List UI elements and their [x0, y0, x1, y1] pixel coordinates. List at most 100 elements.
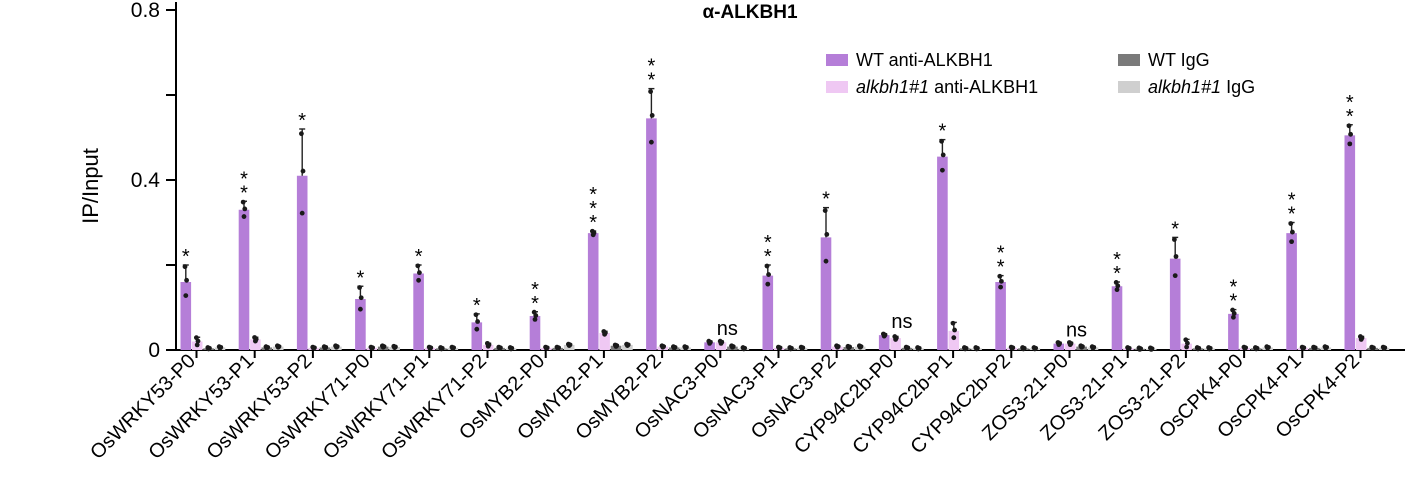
data-point: [253, 336, 259, 342]
bar: [762, 275, 774, 350]
x-tick-label: OsWRKY71-P2: [377, 350, 491, 464]
significance-label: *: [1346, 106, 1354, 128]
data-point: [486, 342, 492, 348]
data-point: [940, 152, 946, 158]
significance-label: *: [997, 257, 1005, 279]
significance-label: *: [182, 246, 190, 268]
significance-label: *: [240, 182, 248, 204]
data-point: [194, 342, 200, 348]
bar: [890, 338, 901, 350]
significance-label: *: [1113, 263, 1121, 285]
data-point: [323, 344, 329, 350]
data-point: [1057, 341, 1062, 346]
data-point: [265, 344, 270, 350]
data-point: [1196, 345, 1202, 351]
data-point: [719, 339, 725, 345]
bar: [1344, 135, 1356, 350]
data-point: [997, 273, 1003, 279]
data-point: [1312, 345, 1318, 351]
legend-swatch: [1118, 81, 1140, 93]
x-tick-label: OsWRKY53-P0: [86, 350, 200, 464]
data-point: [451, 345, 456, 351]
data-point: [312, 345, 317, 351]
data-point: [1091, 344, 1097, 350]
data-point: [1290, 229, 1295, 235]
data-point: [1382, 345, 1388, 351]
data-point: [1184, 344, 1189, 350]
data-point: [474, 326, 480, 332]
data-point: [940, 167, 945, 173]
data-point: [242, 206, 248, 212]
data-point: [1288, 221, 1294, 226]
bar: [413, 273, 424, 350]
data-point: [567, 342, 573, 348]
data-point: [1149, 346, 1155, 352]
data-point: [765, 281, 771, 287]
data-point: [509, 345, 515, 351]
chart-title: α-ALKBH1: [702, 2, 797, 23]
bar: [296, 175, 308, 350]
significance-label: *: [1288, 204, 1296, 226]
y-tick-label: 0.8: [131, 0, 160, 22]
bar: [937, 156, 948, 350]
data-point: [241, 214, 247, 219]
data-point: [439, 345, 445, 351]
data-point: [1068, 341, 1074, 346]
significance-label: *: [1346, 92, 1354, 114]
bar: [1355, 338, 1367, 350]
data-point: [1172, 237, 1177, 242]
data-point: [1021, 345, 1027, 351]
data-point: [684, 344, 689, 350]
significance-label: *: [240, 168, 248, 190]
significance-label: *: [764, 232, 772, 254]
data-point: [556, 345, 561, 351]
data-point: [473, 312, 479, 318]
data-point: [951, 335, 957, 341]
legend-label: alkbh1#1 IgG: [1148, 77, 1255, 97]
significance-label: *: [589, 212, 597, 234]
legend-label: WT anti-ALKBH1: [856, 50, 993, 70]
data-point: [764, 263, 770, 269]
data-point: [1324, 344, 1329, 350]
data-point: [625, 342, 631, 348]
bar: [1111, 286, 1123, 350]
data-point: [1172, 273, 1178, 279]
data-point: [823, 258, 829, 264]
significance-label: *: [1171, 218, 1179, 240]
y-tick-label: 0.4: [131, 169, 161, 192]
bar: [1286, 233, 1297, 350]
significance-label: *: [357, 267, 365, 289]
bar: [715, 342, 727, 350]
data-point: [183, 293, 189, 298]
significance-label: *: [1288, 190, 1296, 212]
data-point: [195, 338, 201, 344]
x-tick-label: CYP94C2b-P0: [790, 350, 898, 458]
data-point: [789, 345, 794, 351]
data-point: [742, 345, 747, 351]
data-point: [847, 344, 852, 350]
significance-label: ns: [1066, 319, 1087, 341]
data-point: [299, 210, 305, 216]
data-point: [648, 89, 653, 94]
legend-swatch: [826, 54, 848, 66]
data-point: [649, 139, 654, 145]
significance-label: *: [589, 184, 597, 206]
significance-label: *: [415, 246, 423, 268]
bar: [948, 330, 960, 350]
data-point: [370, 345, 375, 351]
data-point: [614, 343, 620, 349]
data-point: [708, 339, 713, 345]
data-point: [894, 335, 899, 341]
x-tick-label: CYP94C2b-P1: [848, 350, 956, 458]
significance-label: *: [997, 243, 1005, 265]
significance-label: *: [764, 246, 772, 268]
data-point: [1371, 345, 1376, 351]
data-point: [1243, 345, 1248, 351]
significance-label: ns: [891, 311, 912, 333]
data-point: [416, 277, 421, 283]
bar: [529, 316, 541, 350]
bars: [180, 87, 1390, 352]
data-point: [1080, 344, 1085, 349]
data-point: [661, 344, 666, 349]
legend: WT anti-ALKBH1 WT IgG alkbh1#1 anti-ALKBH1…: [826, 50, 1255, 97]
